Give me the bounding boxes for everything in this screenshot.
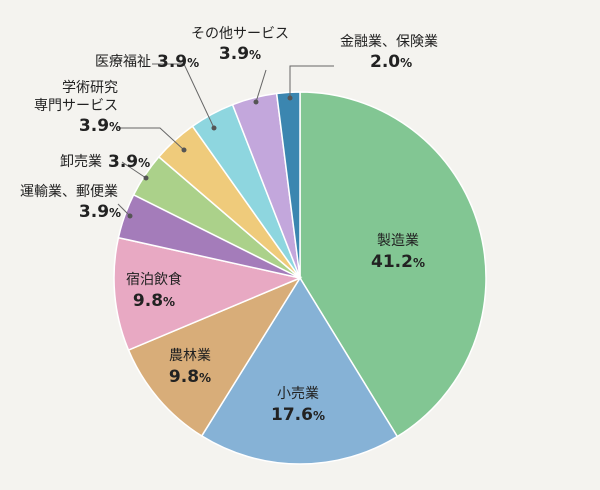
slice-label-0: 製造業 41.2% <box>371 233 425 272</box>
leader-dot-9 <box>287 95 293 101</box>
slice-name-6: 学術研究 <box>62 80 118 96</box>
slice-label-4: 運輸業、郵便業 3.9% <box>20 184 133 222</box>
slice-label-8: その他サービス 3.9% <box>191 26 289 105</box>
pie-slice-2 <box>127 276 302 437</box>
slice-value-1: 17.6% <box>271 405 325 425</box>
slice-value-4: 3.9% <box>79 202 121 222</box>
pie-slice-1 <box>200 276 399 465</box>
slice-value-7: 3.9% <box>157 52 199 72</box>
slice-label-2: 農林業 9.8% <box>169 348 211 387</box>
leader-line-6 <box>118 127 185 151</box>
slice-name-8: その他サービス <box>191 26 289 42</box>
leader-line-7 <box>152 63 215 129</box>
slice-name-5: 卸売業 <box>60 154 102 170</box>
leader-dot-5 <box>143 175 149 181</box>
pie-slice-3 <box>113 236 303 352</box>
slice-name-3: 宿泊飲食 <box>126 271 182 288</box>
pie-labels: 製造業 41.2% 小売業 17.6% 農林業 9.8% 宿泊飲食 9.8% 運輸業、郵便業 3.… <box>20 26 438 425</box>
leader-line-5 <box>121 161 147 179</box>
slice-name-6: 専門サービス <box>34 98 118 114</box>
slice-value-0: 41.2% <box>371 252 425 272</box>
slice-name-2: 農林業 <box>169 348 211 364</box>
leader-dot-4 <box>127 213 133 219</box>
slice-value-9: 2.0% <box>370 52 412 72</box>
slice-value-5: 3.9% <box>108 152 150 172</box>
leader-dot-8 <box>253 99 259 105</box>
slice-value-3: 9.8% <box>133 291 175 311</box>
slice-label-5: 卸売業 3.9% <box>60 152 150 181</box>
slice-label-3: 宿泊飲食 9.8% <box>126 271 182 311</box>
slice-label-7: 医療福祉 3.9% <box>95 52 217 131</box>
slice-name-1: 小売業 <box>277 386 319 402</box>
pie-slice-0 <box>299 91 487 438</box>
slice-name-0: 製造業 <box>377 233 419 249</box>
slice-value-6: 3.9% <box>79 116 121 136</box>
leader-line-4 <box>117 203 131 217</box>
leader-dot-6 <box>181 147 187 153</box>
slice-value-8: 3.9% <box>219 44 261 64</box>
slice-name-4: 運輸業、郵便業 <box>20 184 118 200</box>
slice-label-1: 小売業 17.6% <box>271 386 325 425</box>
leader-dot-7 <box>211 125 217 131</box>
slice-value-2: 9.8% <box>169 367 211 387</box>
leader-line-8 <box>255 69 267 103</box>
slice-label-9: 金融業、保険業 2.0% <box>287 34 438 101</box>
pie-slices <box>113 91 487 465</box>
leader-line-9 <box>289 65 334 98</box>
slice-name-9: 金融業、保険業 <box>340 34 438 50</box>
slice-name-7: 医療福祉 <box>95 53 151 70</box>
pie-slice-9 <box>275 91 301 279</box>
